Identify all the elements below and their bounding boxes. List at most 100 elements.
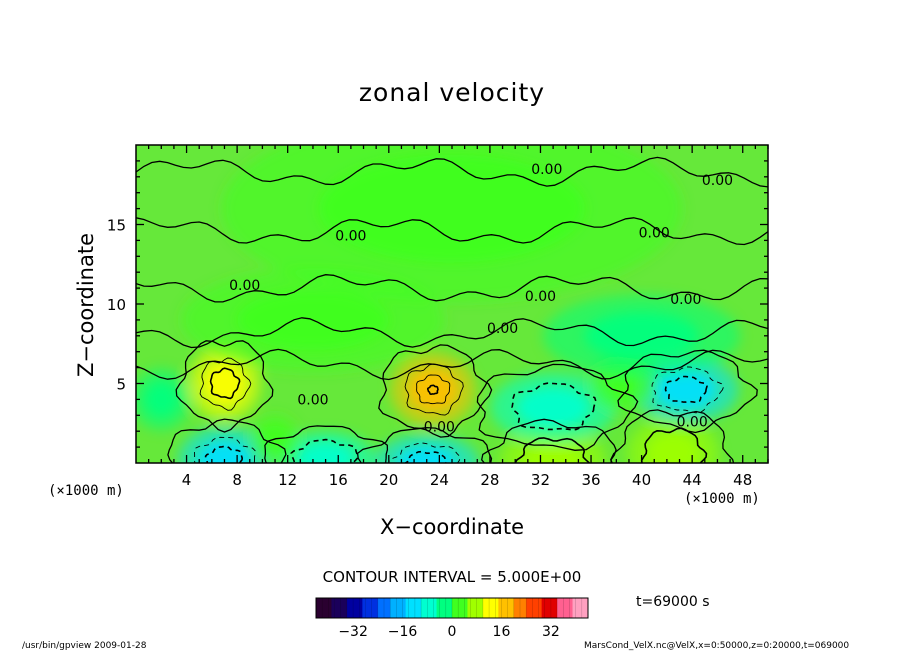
- colorbar-segment: [498, 598, 502, 618]
- colorbar-segment: [513, 598, 518, 618]
- x-tick-label-24: 24: [430, 471, 449, 489]
- colorbar-segment: [377, 598, 382, 618]
- colorbar-segment: [325, 598, 329, 618]
- colorbar-segment: [541, 598, 546, 618]
- colorbar-segment: [550, 598, 555, 618]
- colorbar: −32 −16 0 16 32: [315, 597, 589, 640]
- chart-title: zonal velocity: [358, 78, 546, 107]
- colorbar-segment: [365, 598, 369, 618]
- x-tick-label-8: 8: [232, 471, 242, 489]
- colorbar-segment: [399, 598, 403, 618]
- contour-zero-6: [609, 409, 735, 463]
- anomaly-core-3: [297, 442, 355, 463]
- colorbar-segment: [544, 598, 549, 618]
- colorbar-segment: [566, 598, 570, 618]
- footer-program-date: /usr/bin/gpview 2009-01-28: [22, 641, 147, 651]
- y-tick-label-10: 10: [107, 296, 126, 314]
- colorbar-segment: [526, 598, 530, 618]
- contour-label-4: 0.00: [229, 278, 260, 294]
- colorbar-segment: [470, 598, 475, 618]
- colorbar-segment: [427, 598, 431, 618]
- colorbar-segment: [334, 598, 339, 618]
- contour-zero-0: [175, 340, 274, 433]
- contour-zero-1: [378, 344, 493, 438]
- contour-label-2: 0.00: [335, 229, 366, 245]
- x-unit-label-left: (×1000 m): [48, 483, 124, 499]
- colorbar-tick-label-32: 32: [542, 624, 560, 640]
- x-tick-label-44: 44: [683, 471, 702, 489]
- x-tick-label-36: 36: [581, 471, 600, 489]
- anomaly-core-6: [646, 432, 700, 463]
- contour-zero-band-3: [136, 317, 768, 349]
- y-tick-label-5: 5: [116, 376, 126, 394]
- colorbar-segment: [557, 598, 561, 618]
- colorbar-segment: [405, 598, 410, 618]
- contour-zero-band-4: [136, 348, 768, 381]
- footer-data-source: MarsCond_VelX.nc@VelX,x=0:50000,z=0:2000…: [584, 641, 850, 651]
- colorbar-segment: [452, 598, 456, 618]
- colorbar-segment: [572, 598, 577, 618]
- anomaly-core-12: [319, 154, 585, 263]
- contour-zero-2: [167, 418, 287, 463]
- x-tick-label-16: 16: [329, 471, 348, 489]
- colorbar-segment: [529, 598, 533, 618]
- colorbar-segment: [569, 598, 573, 618]
- contour-label-1: 0.00: [702, 173, 733, 189]
- colorbar-segment: [516, 598, 521, 618]
- x-tick-label-40: 40: [632, 471, 651, 489]
- colorbar-segment: [421, 598, 425, 618]
- contour-level-7-1: [651, 366, 725, 414]
- colorbar-segment: [547, 598, 552, 618]
- colorbar-segment: [575, 598, 580, 618]
- colorbar-segment: [411, 598, 416, 618]
- colorbar-segment: [387, 598, 391, 618]
- colorbar-segment: [418, 598, 422, 618]
- contour-lines: [136, 156, 768, 463]
- colorbar-segment: [504, 598, 509, 618]
- contour-label-3: 0.00: [639, 225, 670, 241]
- contour-level-0-1: [199, 357, 252, 411]
- contour-level-4-1: [388, 442, 461, 463]
- colorbar-segment: [353, 598, 357, 618]
- colorbar-segment: [535, 598, 539, 618]
- colorbar-segment: [439, 598, 444, 618]
- colorbar-segment: [362, 598, 366, 618]
- colorbar-segment: [356, 598, 360, 618]
- colorbar-segment: [510, 598, 515, 618]
- colorbar-segment: [523, 598, 527, 618]
- colorbar-segment: [442, 598, 447, 618]
- colorbar-segment: [331, 598, 335, 618]
- colorbar-segment: [430, 598, 434, 618]
- colorbar-segment: [350, 598, 354, 618]
- contour-zero-band-2: [136, 274, 768, 303]
- contour-zero-3: [264, 425, 389, 463]
- anomaly-core-10: [144, 381, 179, 418]
- colorbar-segment: [316, 598, 320, 618]
- colorbar-segment: [408, 598, 413, 618]
- contour-zero-7: [617, 349, 758, 434]
- velocity-anomalies: [136, 145, 741, 463]
- colorbar-segment: [495, 598, 499, 618]
- contour-label-10: 0.00: [677, 415, 708, 431]
- y-tick-label-15: 15: [107, 217, 126, 235]
- colorbar-segment: [424, 598, 428, 618]
- colorbar-segment: [479, 598, 484, 618]
- contour-label-0: 0.00: [531, 162, 562, 178]
- contour-label-7: 0.00: [487, 321, 518, 337]
- colorbar-segment: [464, 598, 468, 618]
- colorbar-segment: [433, 598, 437, 618]
- anomaly-core-14: [584, 311, 699, 360]
- colorbar-tick-label-16: 16: [493, 624, 511, 640]
- colorbar-segment: [393, 598, 397, 618]
- colorbar-segment: [455, 598, 459, 618]
- contour-zero-band-0: [136, 156, 768, 188]
- colorbar-segment: [486, 598, 490, 618]
- colorbar-segment: [584, 598, 589, 618]
- colorbar-tick-label--16: −16: [388, 624, 418, 640]
- contour-label-8: 0.00: [297, 392, 328, 408]
- colorbar-segment: [340, 598, 345, 618]
- x-tick-label-32: 32: [531, 471, 550, 489]
- colorbar-segment: [492, 598, 496, 618]
- contour-level-0-2: [209, 367, 241, 400]
